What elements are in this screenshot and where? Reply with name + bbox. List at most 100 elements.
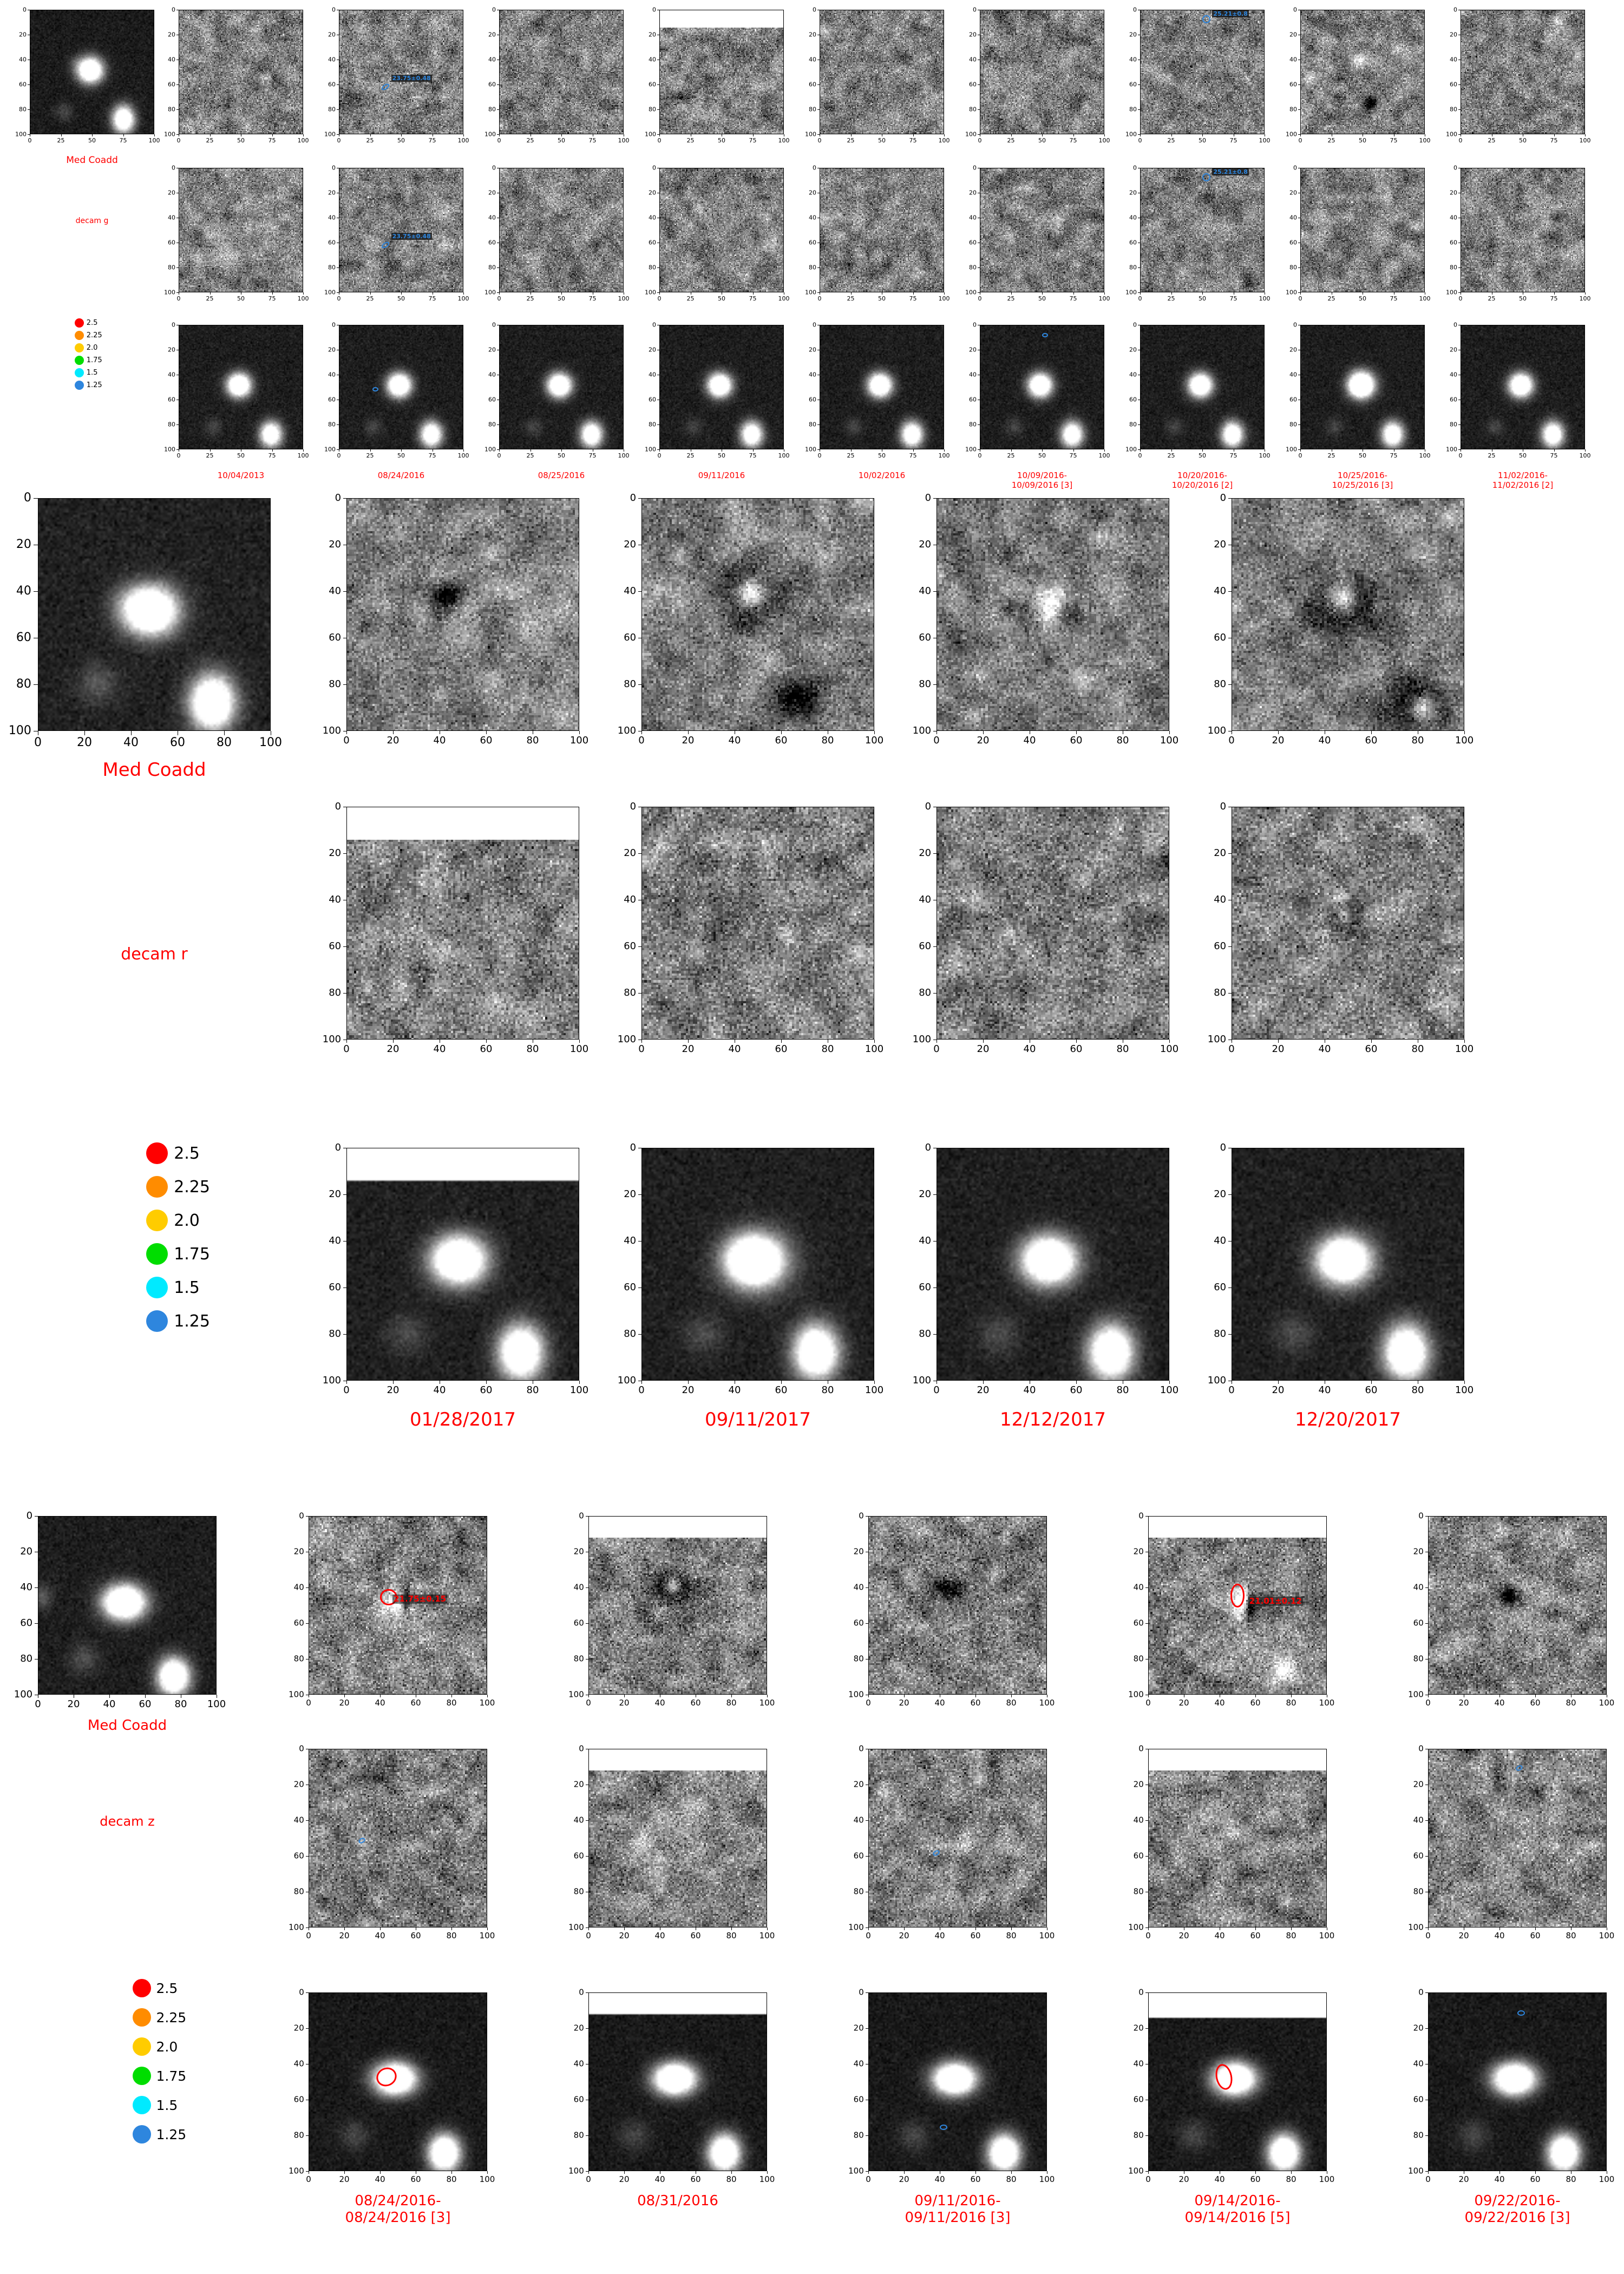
y-axis-tick-label: 100 — [1207, 1034, 1227, 1045]
y-axis-tick-mark — [865, 1856, 868, 1857]
cutout-image — [1140, 325, 1265, 449]
x-axis-tick-label: 0 — [176, 452, 181, 459]
x-axis-tick-label: 25 — [1007, 136, 1015, 144]
x-axis-tick-label: 75 — [1550, 452, 1558, 459]
y-axis-tick-label: 40 — [1289, 214, 1297, 221]
x-axis-tick-mark — [486, 1040, 487, 1043]
y-axis-tick-label: 100 — [804, 289, 816, 296]
x-axis-tick-label: 100 — [938, 452, 950, 459]
y-axis-tick-mark — [305, 1992, 309, 1993]
y-axis-tick-mark — [1228, 1334, 1232, 1335]
g-panel-r0-c6: 0 20 40 60 80 100 0 25 50 75 100 25.21±0.8 — [1125, 7, 1271, 143]
x-axis-tick-mark — [1428, 1927, 1429, 1931]
x-axis-tick-label: 0 — [1458, 452, 1463, 459]
y-axis-tick-label: 80 — [968, 106, 977, 113]
r-sigma-legend: 2.5 2.25 2.0 1.75 1.5 1.25 — [146, 1142, 210, 1344]
y-axis-tick-label: 40 — [648, 214, 656, 221]
x-axis-tick-mark — [767, 1927, 768, 1931]
r-date-label-1: 09/11/2017 — [705, 1409, 811, 1430]
x-axis-tick-label: 25 — [686, 136, 695, 144]
x-axis-tick-mark — [1535, 1927, 1536, 1931]
x-axis-tick-mark — [393, 1381, 394, 1384]
x-axis-tick-label: 0 — [978, 452, 982, 459]
x-axis-tick-mark — [1278, 1040, 1279, 1043]
y-axis-tick-label: 20 — [624, 539, 637, 550]
x-axis-tick-label: 40 — [654, 2174, 665, 2184]
x-axis-tick-label: 25 — [1327, 452, 1335, 459]
cutout-pixels — [309, 1749, 487, 1927]
x-axis-tick-label: 75 — [588, 295, 597, 302]
x-axis-tick-mark — [1291, 2171, 1292, 2174]
y-axis-tick-label: 20 — [808, 346, 816, 354]
y-axis-tick-label: 60 — [968, 81, 977, 88]
y-axis-tick-mark — [337, 449, 339, 450]
z-coadd-label: Med Coadd — [87, 1717, 167, 1734]
x-axis-tick-label: 0 — [933, 1043, 940, 1055]
cutout-image — [339, 168, 463, 292]
y-axis-tick-mark — [1138, 267, 1140, 268]
y-axis-tick-label: 20 — [1133, 2023, 1144, 2033]
cutout-image — [659, 10, 784, 134]
x-axis-tick-label: 25 — [1007, 452, 1015, 459]
cutout-pixels — [1461, 168, 1584, 292]
y-axis-tick-label: 20 — [808, 31, 816, 38]
x-axis-tick-label: 20 — [619, 2174, 630, 2184]
x-axis-tick-label: 40 — [375, 2174, 385, 2184]
x-axis-tick-label: 60 — [410, 1697, 421, 1708]
x-axis-tick-label: 80 — [1006, 1697, 1017, 1708]
y-axis-tick-label: 40 — [573, 1815, 584, 1825]
g-date-label-2: 08/25/2016 — [538, 471, 585, 480]
y-axis-tick-mark — [657, 84, 659, 85]
legend-value-label: 1.25 — [156, 2126, 187, 2142]
y-axis-tick-label: 60 — [1133, 1851, 1144, 1861]
y-axis-tick-mark — [978, 267, 980, 268]
y-axis-tick-label: 40 — [573, 1582, 584, 1592]
x-axis-tick-label: 75 — [588, 452, 597, 459]
y-axis-tick-label: 100 — [289, 2166, 304, 2176]
x-axis-tick-mark — [752, 449, 754, 452]
cutout-pixels — [1141, 325, 1264, 449]
y-axis-tick-label: 40 — [853, 1815, 864, 1825]
y-axis-tick-label: 100 — [1285, 130, 1297, 138]
y-axis-tick-label: 60 — [853, 1851, 864, 1861]
y-axis-tick-mark — [1425, 1856, 1428, 1857]
y-axis-tick-label: 80 — [1214, 987, 1227, 998]
x-axis-tick-label: 75 — [1390, 136, 1398, 144]
y-axis-tick-mark — [1425, 2135, 1428, 2136]
x-axis-tick-mark — [913, 134, 914, 136]
cutout-pixels — [642, 807, 874, 1039]
y-axis-tick-mark — [1138, 134, 1140, 135]
g-panel-r1-c3: 0 20 40 60 80 100 0 25 50 75 100 — [645, 165, 790, 302]
z-date-label-4: 09/22/2016- 09/22/2016 [3] — [1464, 2193, 1570, 2226]
x-axis-tick-mark — [1371, 1381, 1372, 1384]
x-axis-tick-mark — [401, 292, 402, 295]
cutout-image — [309, 1749, 487, 1927]
x-axis-tick-label: 20 — [977, 735, 990, 746]
y-axis-tick-label: 100 — [644, 446, 656, 453]
x-axis-tick-label: 100 — [865, 1384, 884, 1396]
y-axis-tick-label: 60 — [919, 1282, 932, 1293]
x-axis-tick-label: 50 — [1519, 452, 1527, 459]
y-axis-tick-label: 60 — [1129, 239, 1137, 246]
x-axis-tick-label: 25 — [526, 136, 534, 144]
x-axis-tick-mark — [767, 1695, 768, 1698]
x-axis-tick-mark — [1011, 292, 1012, 295]
y-axis-tick-mark — [305, 1820, 309, 1821]
x-axis-tick-mark — [145, 1695, 146, 1698]
cutout-image — [980, 10, 1104, 134]
y-axis-tick-label: 80 — [329, 1328, 342, 1339]
x-axis-tick-mark — [624, 1695, 625, 1698]
cutout-pixels — [937, 807, 1169, 1039]
g-date-label-8: 11/02/2016- 11/02/2016 [2] — [1492, 471, 1554, 490]
x-axis-tick-label: 100 — [1259, 452, 1271, 459]
x-axis-tick-label: 40 — [1494, 1930, 1505, 1940]
y-axis-tick-mark — [1425, 2171, 1428, 2172]
x-axis-tick-label: 0 — [337, 452, 341, 459]
y-axis-tick-label: 40 — [919, 894, 932, 905]
y-axis-tick-mark — [933, 993, 937, 994]
x-axis-tick-mark — [370, 449, 371, 452]
x-axis-tick-label: 20 — [387, 735, 400, 746]
legend-color-dot — [146, 1142, 168, 1164]
x-axis-tick-label: 0 — [657, 136, 662, 144]
y-axis-tick-mark — [1425, 1623, 1428, 1624]
